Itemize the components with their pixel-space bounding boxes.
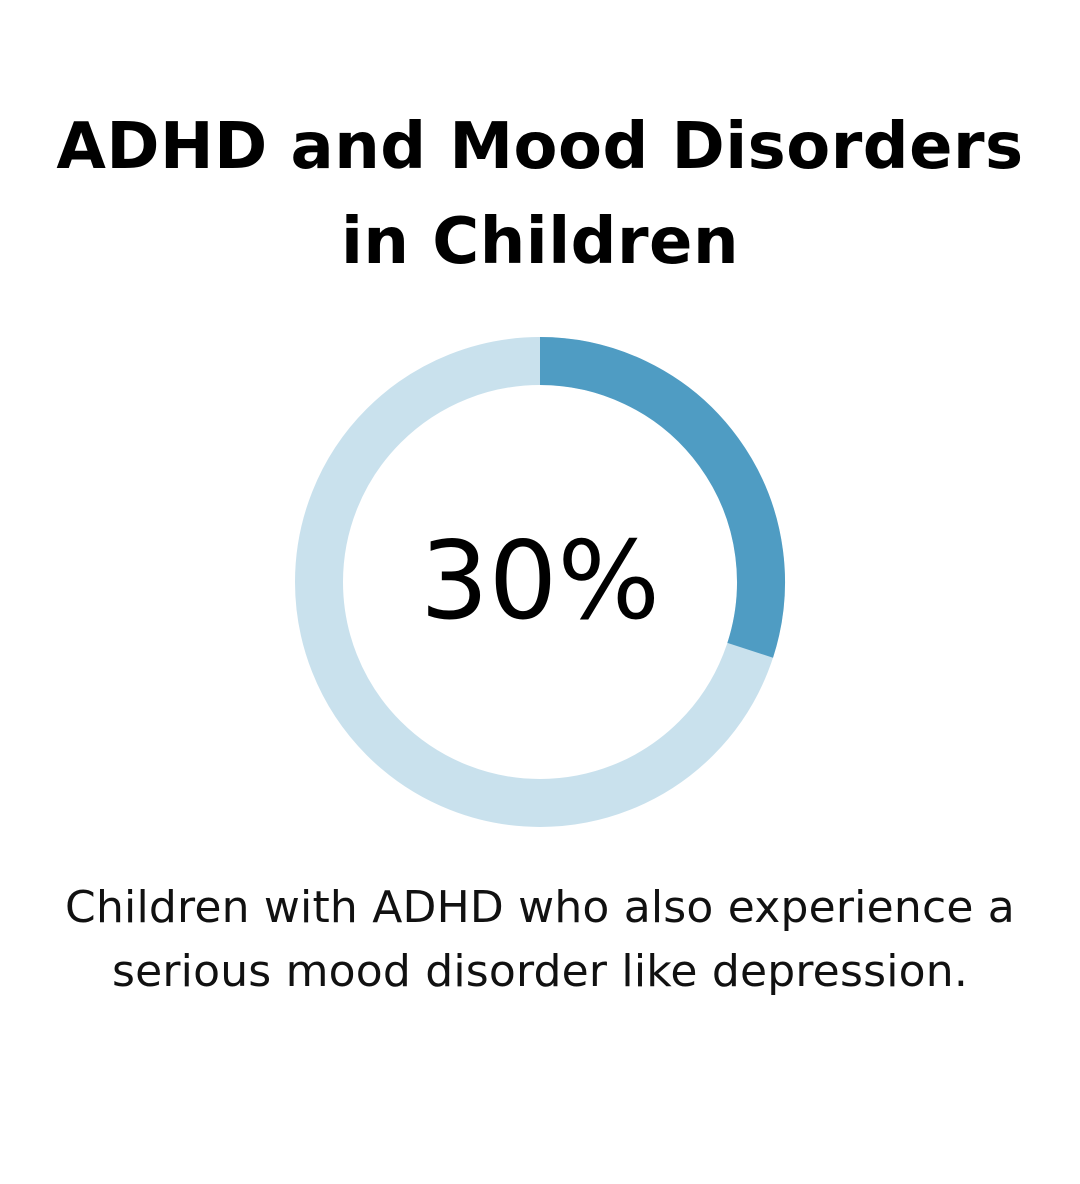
center-percentage-label: 30%	[420, 519, 660, 644]
stat-description: Children with ADHD who also experience a…	[40, 876, 1040, 1004]
caption-line-2: serious mood disorder like depression.	[111, 946, 969, 997]
title-line-1: ADHD and Mood Disorders	[56, 110, 1024, 184]
caption-line-1: Children with ADHD who also experience a	[65, 882, 1015, 933]
page-title: ADHD and Mood Disorders in Children	[40, 100, 1040, 290]
donut-chart: 30%	[294, 336, 786, 828]
donut-chart-svg: 30%	[295, 337, 785, 827]
title-line-2: in Children	[340, 205, 740, 279]
donut-highlight-slice	[539, 337, 785, 658]
